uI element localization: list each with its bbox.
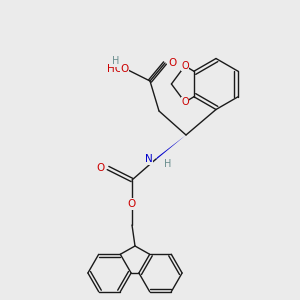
Text: H: H bbox=[112, 56, 119, 67]
Text: H: H bbox=[164, 159, 172, 170]
Text: HO: HO bbox=[107, 64, 123, 74]
Text: O: O bbox=[97, 163, 105, 173]
Text: O: O bbox=[181, 61, 189, 71]
Text: O: O bbox=[168, 58, 176, 68]
Polygon shape bbox=[155, 135, 186, 161]
Text: O: O bbox=[120, 64, 129, 74]
Text: N: N bbox=[145, 154, 152, 164]
Text: O: O bbox=[128, 199, 136, 209]
Text: O: O bbox=[181, 97, 189, 107]
